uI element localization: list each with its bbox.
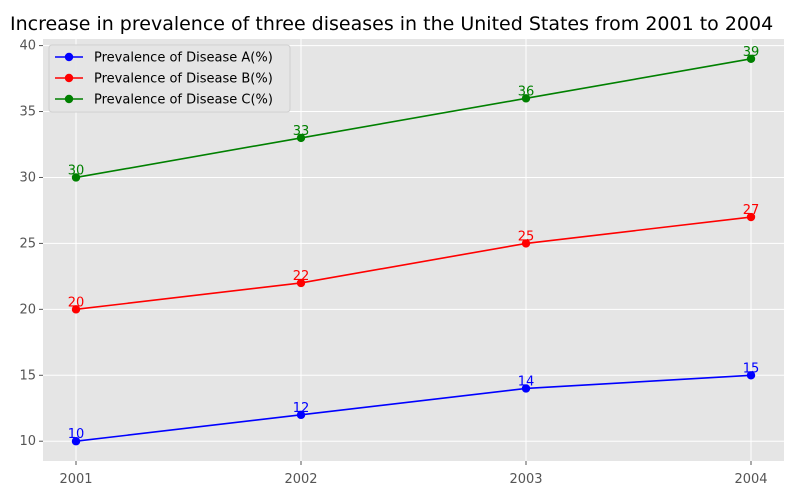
y-tick-label: 20 [19, 302, 36, 317]
data-point [71, 305, 81, 314]
legend: Prevalence of Disease A(%) Prevalence of … [48, 44, 291, 113]
y-tick-label: 30 [19, 170, 36, 185]
legend-label: Prevalence of Disease C(%) [94, 93, 273, 108]
data-point [746, 212, 756, 222]
y-tick-label: 15 [19, 368, 36, 383]
data-point [71, 173, 81, 182]
data-point [521, 239, 531, 248]
data-label: 14 [518, 374, 535, 389]
data-label: 10 [68, 427, 85, 442]
axis-ticks: 10 15 20 25 30 35 40 2001 2002 2003 2004 [19, 39, 767, 487]
legend-marker [64, 73, 74, 83]
data-label: 22 [293, 269, 310, 284]
data-label: 25 [518, 229, 535, 244]
data-point [296, 133, 306, 143]
data-label: 33 [293, 124, 310, 139]
data-label: 20 [68, 295, 85, 310]
data-label: 12 [293, 401, 310, 416]
legend-label: Prevalence of Disease A(%) [94, 51, 273, 66]
data-label: 30 [68, 163, 85, 178]
series-line-2 [75, 216, 752, 311]
data-point [746, 54, 756, 63]
data-label: 39 [743, 45, 760, 60]
y-tick-label: 10 [19, 434, 36, 449]
data-label: 27 [743, 203, 760, 218]
series-line-3 [75, 57, 752, 179]
series-line-1 [75, 374, 752, 443]
legend-label: Prevalence of Disease B(%) [94, 72, 273, 87]
x-tick-label: 2004 [734, 472, 767, 487]
data-point [746, 371, 756, 380]
series-layer [71, 54, 756, 446]
data-label: 15 [743, 361, 760, 376]
legend-box [48, 44, 291, 113]
y-tick-label: 35 [19, 105, 36, 120]
data-label: 36 [518, 84, 535, 99]
legend-marker [64, 94, 74, 104]
data-point [296, 278, 306, 288]
y-tick-label: 40 [19, 39, 36, 54]
x-tick-label: 2002 [284, 472, 317, 487]
chart-title: Increase in prevalence of three diseases… [10, 13, 773, 35]
y-tick-label: 25 [19, 236, 36, 251]
data-point [521, 384, 531, 393]
data-point [71, 437, 81, 446]
data-point [521, 94, 531, 103]
legend-marker [64, 52, 74, 62]
x-tick-label: 2001 [59, 472, 92, 487]
x-tick-label: 2003 [509, 472, 542, 487]
data-labels: 10 12 14 15 20 22 25 27 30 33 36 39 [68, 45, 760, 442]
data-point [296, 410, 306, 420]
